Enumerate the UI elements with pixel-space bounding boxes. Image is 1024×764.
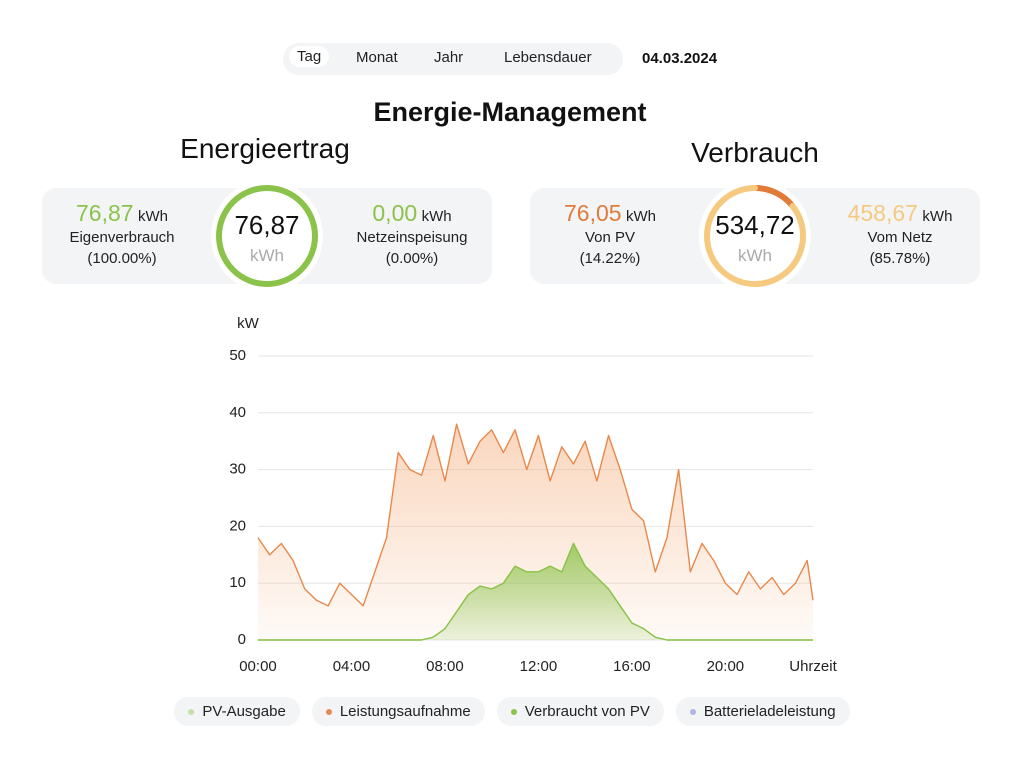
percent: (0.00%) [385, 250, 439, 267]
page-title: Energie-Management [373, 97, 647, 127]
area [258, 543, 813, 640]
x-tick-label: 08:00 [426, 658, 464, 675]
date[interactable]: 04.03.2024 [642, 50, 718, 67]
value: 458,67 [847, 200, 918, 226]
legend-label: PV-Ausgabe [202, 703, 286, 720]
x-axis-label: Uhrzeit [789, 658, 837, 675]
legend-label: Batterieladeleistung [703, 703, 836, 720]
area [258, 424, 813, 640]
legend-dot [325, 708, 332, 715]
total-unit: kWh [250, 246, 284, 265]
tab[interactable]: Jahr [434, 49, 464, 66]
legend-item[interactable]: Batterieladeleistung [675, 697, 850, 726]
line [257, 423, 814, 607]
x-tick-label: 12:00 [520, 658, 558, 675]
value-row: 458,67 kWh [820, 200, 980, 227]
tab[interactable]: Lebensdauer [504, 49, 592, 66]
summary-item: 76,87 kWh Eigenverbrauch (100.00%) [42, 200, 202, 267]
legend-item[interactable]: Verbraucht von PV [496, 697, 664, 726]
total: 534,72 [715, 210, 795, 240]
y-tick-label: 0 [238, 631, 246, 648]
legend-dot [689, 708, 696, 715]
summary-item: 458,67 kWh Vom Netz (85.78%) [820, 200, 980, 267]
value-row: 76,05 kWh [530, 200, 690, 227]
legend-item[interactable]: PV-Ausgabe [174, 697, 300, 726]
label: Eigenverbrauch [69, 229, 175, 246]
x-tick-label: 04:00 [333, 658, 371, 675]
legend-label: Verbraucht von PV [524, 703, 650, 720]
tab[interactable]: Tag [289, 46, 330, 67]
summary-panel: 76,87 kWh Eigenverbrauch (100.00%) 0,00 kWh… [42, 180, 492, 292]
chart: kW Uhrzeit 0 10 20 30 40 50 00:00 04:00 08:00 12:00… [229, 315, 837, 675]
label: Von PV [584, 229, 636, 246]
y-tick-label: 50 [229, 347, 246, 364]
unit: kWh [922, 208, 953, 225]
x-tick-label: 20:00 [707, 658, 745, 675]
ring-segment [216, 185, 318, 287]
legend-item[interactable]: Leistungsaufnahme [311, 697, 485, 726]
panel-title: Energieertrag [180, 133, 350, 164]
label: Netzeinspeisung [356, 229, 468, 246]
value: 76,05 [563, 200, 622, 226]
y-tick-label: 20 [229, 517, 246, 534]
y-tick-label: 10 [229, 574, 246, 591]
y-tick-label: 30 [229, 461, 246, 478]
legend-label: Leistungsaufnahme [339, 703, 471, 720]
y-axis-label: kW [237, 315, 260, 332]
percent: (100.00%) [87, 250, 157, 267]
ring [699, 180, 811, 292]
label: Vom Netz [867, 229, 933, 246]
percent: (85.78%) [869, 250, 931, 267]
legend-dot [510, 708, 517, 715]
unit: kWh [138, 208, 168, 225]
legend: PV-Ausgabe Leistungsaufnahme Verbraucht vo… [0, 697, 1024, 726]
ring-segment [704, 185, 806, 287]
summary-item: 0,00 kWh Netzeinspeisung (0.00%) [332, 200, 492, 267]
total-unit: kWh [738, 246, 772, 265]
summary-panel: 76,05 kWh Von PV (14.22%) 458,67 kWh Vom Net… [530, 180, 980, 292]
ring [211, 180, 323, 292]
value: 76,87 [75, 200, 134, 226]
unit: kWh [626, 208, 656, 225]
y-tick-label: 40 [229, 404, 246, 421]
x-tick-label: 00:00 [239, 658, 277, 675]
tab-bar: Tag Monat Jahr Lebensdauer [283, 43, 623, 75]
value-row: 76,87 kWh [42, 200, 202, 227]
ring-bg [699, 180, 811, 292]
panel-title: Verbrauch [691, 137, 819, 168]
tab[interactable]: Monat [356, 49, 398, 66]
value-row: 0,00 kWh [332, 200, 492, 227]
summary-item: 76,05 kWh Von PV (14.22%) [530, 200, 690, 267]
line [258, 542, 813, 641]
ring-bg [211, 180, 323, 292]
x-tick-label: 16:00 [613, 658, 651, 675]
percent: (14.22%) [579, 250, 641, 267]
value: 0,00 [372, 200, 418, 226]
total: 76,87 [234, 210, 300, 240]
unit: kWh [421, 208, 452, 225]
legend-dot [188, 708, 195, 715]
